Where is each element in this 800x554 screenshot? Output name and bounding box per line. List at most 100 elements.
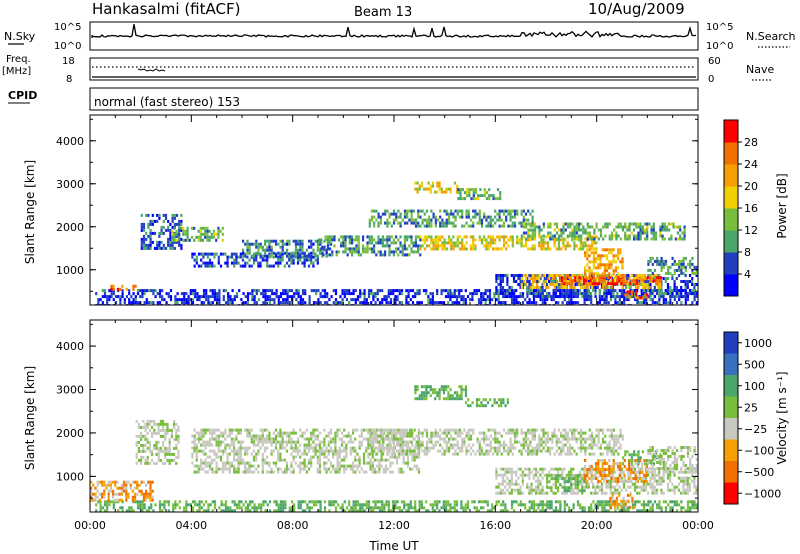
heatmap-cell xyxy=(184,238,187,242)
heatmap-cell xyxy=(208,229,211,233)
heatmap-cell xyxy=(206,428,209,432)
heatmap-cell xyxy=(563,503,566,507)
heatmap-cell xyxy=(509,215,512,219)
heatmap-cell xyxy=(364,247,367,251)
heatmap-cell xyxy=(148,449,151,453)
heatmap-cell xyxy=(212,229,216,233)
heatmap-cell xyxy=(162,243,165,247)
heatmap-cell xyxy=(141,292,144,296)
heatmap-cell xyxy=(509,238,512,242)
heatmap-cell xyxy=(312,503,316,507)
heatmap-cell xyxy=(498,212,501,216)
heatmap-cell xyxy=(173,425,176,429)
heatmap-cell xyxy=(388,215,391,219)
heatmap-cell xyxy=(373,244,376,248)
heatmap-cell xyxy=(266,461,269,465)
heatmap-cell xyxy=(414,503,417,507)
y-tick-label: 2000 xyxy=(56,221,84,234)
heatmap-cell xyxy=(573,234,576,238)
heatmap-cell xyxy=(136,292,140,296)
heatmap-cell xyxy=(526,286,529,289)
heatmap-cell xyxy=(125,495,128,499)
heatmap-cell xyxy=(506,295,509,298)
heatmap-cell xyxy=(112,506,115,510)
heatmap-cell xyxy=(142,446,145,450)
heatmap-cell xyxy=(285,464,289,468)
heatmap-cell xyxy=(288,254,291,258)
heatmap-cell xyxy=(257,470,260,474)
heatmap-cell xyxy=(163,500,166,504)
heatmap-cell xyxy=(689,265,692,269)
heatmap-cell xyxy=(318,247,321,251)
heatmap-cell xyxy=(609,289,613,293)
heatmap-cell xyxy=(334,289,338,293)
heatmap-cell xyxy=(624,237,627,241)
heatmap-cell xyxy=(318,431,322,435)
heatmap-cell xyxy=(416,289,419,293)
heatmap-cell xyxy=(343,509,346,512)
heatmap-cell xyxy=(211,443,214,447)
heatmap-cell xyxy=(164,428,167,432)
heatmap-cell xyxy=(153,428,156,432)
heatmap-cell xyxy=(356,464,359,468)
heatmap-cell xyxy=(145,289,148,293)
heatmap-cell xyxy=(669,292,672,295)
heatmap-cell xyxy=(450,241,453,245)
heatmap-cell xyxy=(169,240,172,244)
heatmap-cell xyxy=(121,292,124,296)
heatmap-cell xyxy=(465,241,468,245)
heatmap-cell xyxy=(173,246,176,250)
heatmap-cell xyxy=(375,209,378,213)
heatmap-cell xyxy=(370,509,373,512)
heatmap-cell xyxy=(432,247,435,251)
heatmap-cell xyxy=(345,292,349,296)
heatmap-cell xyxy=(200,449,203,453)
heatmap-cell xyxy=(430,218,433,222)
heatmap-cell xyxy=(186,238,189,242)
heatmap-cell xyxy=(419,209,422,213)
heatmap-cell xyxy=(217,434,220,438)
heatmap-cell xyxy=(150,506,153,510)
heatmap-cell xyxy=(680,262,683,266)
heatmap-cell xyxy=(575,231,578,235)
heatmap-cell xyxy=(281,242,284,246)
power-x-ticks xyxy=(89,115,699,305)
heatmap-cell xyxy=(195,464,198,468)
heatmap-cell xyxy=(414,250,417,254)
heatmap-cell xyxy=(261,258,264,262)
heatmap-cell xyxy=(663,222,666,226)
heatmap-cell xyxy=(266,434,269,438)
heatmap-cell xyxy=(255,254,258,258)
heatmap-cell xyxy=(507,209,510,213)
heatmap-cell xyxy=(515,298,518,302)
heatmap-cell xyxy=(125,486,128,490)
heatmap-cell xyxy=(332,440,335,444)
heatmap-cell xyxy=(461,224,464,228)
heatmap-cell xyxy=(182,226,185,230)
heatmap-cell xyxy=(209,503,212,507)
heatmap-cell xyxy=(275,509,278,512)
heatmap-cell xyxy=(323,245,326,249)
heatmap-cell xyxy=(338,470,341,474)
heatmap-cell xyxy=(673,271,676,275)
heatmap-cell xyxy=(136,500,140,504)
heatmap-cell xyxy=(207,298,210,302)
heatmap-cell xyxy=(586,254,589,258)
heatmap-cell xyxy=(277,301,280,305)
heatmap-cell xyxy=(218,298,221,302)
heatmap-cell xyxy=(463,247,466,251)
heatmap-cell xyxy=(344,250,347,254)
heatmap-cell xyxy=(360,440,363,444)
heatmap-cell xyxy=(677,289,681,292)
heatmap-cell xyxy=(572,503,575,507)
heatmap-cell xyxy=(367,446,370,450)
heatmap-cell xyxy=(483,235,486,239)
heatmap-cell xyxy=(410,218,413,222)
heatmap-cell xyxy=(423,187,426,191)
heatmap-cell xyxy=(555,222,559,226)
heatmap-cell xyxy=(347,440,350,444)
heatmap-cell xyxy=(486,503,489,507)
heatmap-cell xyxy=(244,449,247,453)
heatmap-cell xyxy=(237,440,240,444)
heatmap-cell xyxy=(432,241,435,245)
